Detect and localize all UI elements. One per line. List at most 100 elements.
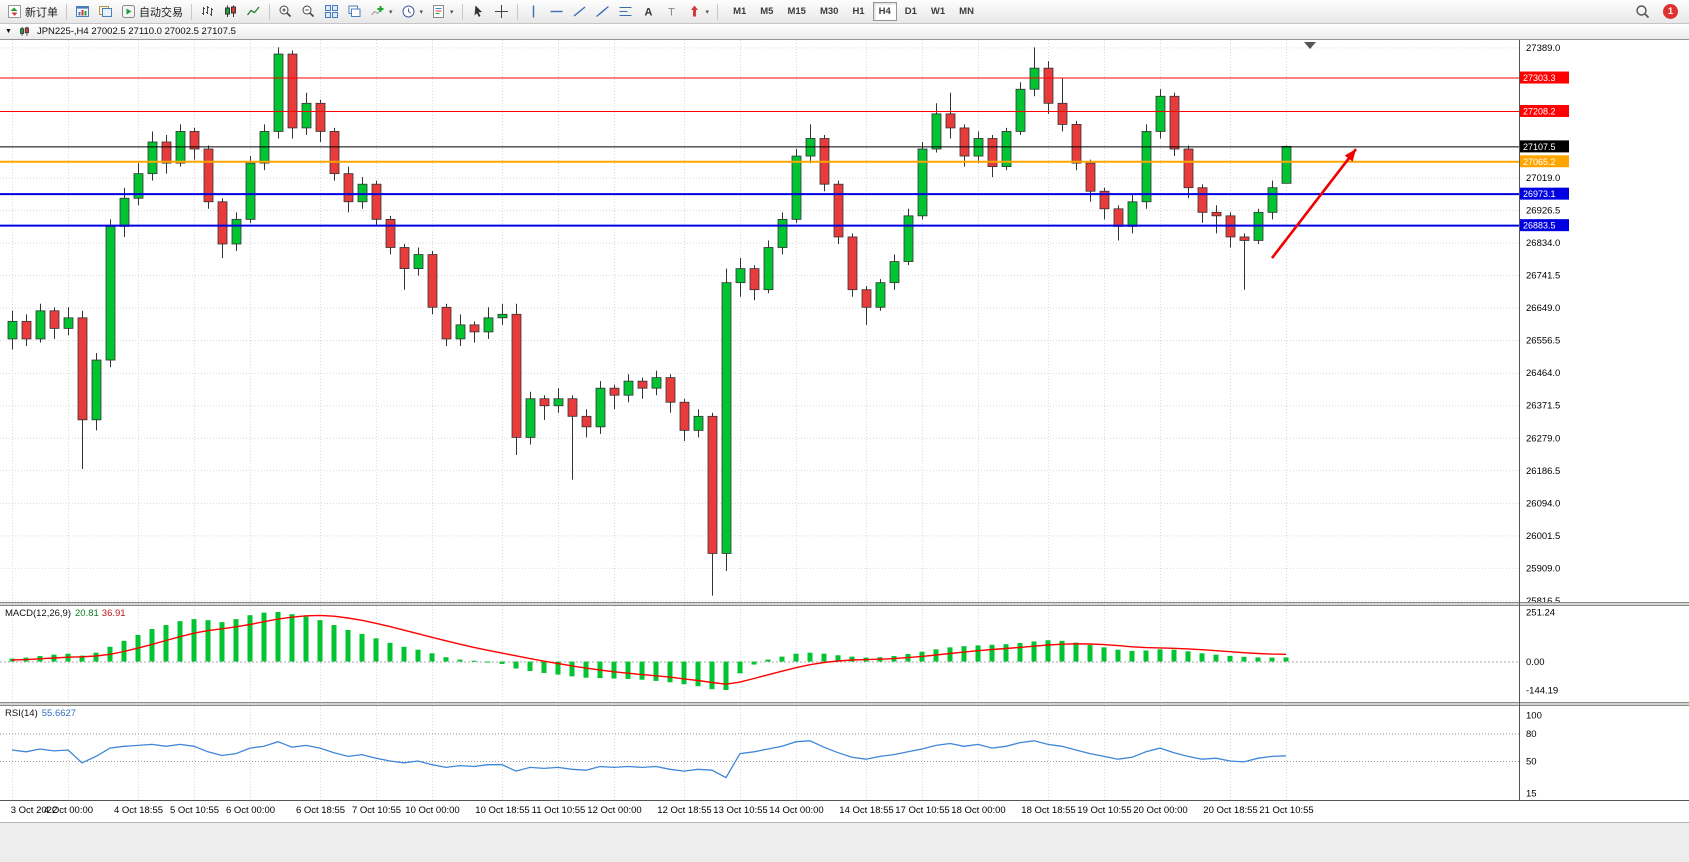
search-icon (1635, 4, 1651, 20)
vertical-line-button[interactable] (522, 1, 545, 22)
notification-badge[interactable]: 1 (1663, 4, 1678, 19)
svg-text:27208.2: 27208.2 (1523, 106, 1556, 116)
svg-text:26883.5: 26883.5 (1523, 221, 1556, 231)
svg-text:50: 50 (1526, 757, 1537, 768)
svg-text:25909.0: 25909.0 (1526, 563, 1560, 574)
timeframe-w1-button[interactable]: W1 (930, 6, 946, 17)
profiles-button[interactable] (94, 1, 117, 22)
main-toolbar: 新订单 自动交易 ▾ ▾ ▾ A T ▾ M1 M5 M15 M30 H1 H4 D1 W1 MN 1 (0, 0, 1689, 24)
templates-button[interactable]: ▾ (427, 1, 458, 22)
timeframe-m15-button[interactable]: M15 (787, 6, 806, 17)
svg-text:6 Oct 00:00: 6 Oct 00:00 (226, 805, 275, 816)
text-button[interactable]: A (637, 1, 660, 22)
chart-candles-button[interactable] (219, 1, 242, 22)
one-click-trading-caret[interactable]: ▼ (5, 28, 12, 35)
candles-icon (223, 4, 238, 19)
templates-dropdown-caret[interactable]: ▾ (450, 8, 454, 16)
chart-titlebar[interactable]: ▼ JPN225-,H4 27002.5 27110.0 27002.5 271… (0, 24, 1689, 40)
text-icon: A (641, 4, 656, 19)
tile-windows-button[interactable] (320, 1, 343, 22)
indicators-button[interactable]: ▾ (366, 1, 397, 22)
toolbar-right-group: 1 (1631, 1, 1686, 22)
grid-layer (0, 40, 1519, 800)
chart-title: JPN225-,H4 27002.5 27110.0 27002.5 27107… (36, 26, 236, 37)
toolbar-separator (191, 3, 192, 20)
svg-text:27107.5: 27107.5 (1523, 142, 1556, 152)
svg-text:14 Oct 18:55: 14 Oct 18:55 (839, 805, 893, 816)
svg-text:21 Oct 10:55: 21 Oct 10:55 (1259, 805, 1313, 816)
timeframe-m30-button[interactable]: M30 (819, 6, 839, 17)
autotrading-label: 自动交易 (139, 6, 183, 19)
new-order-icon (7, 4, 22, 19)
svg-text:4 Oct 18:55: 4 Oct 18:55 (114, 805, 163, 816)
charts-button[interactable] (71, 1, 94, 22)
svg-text:26741.5: 26741.5 (1526, 271, 1560, 282)
zoom-out-button[interactable] (297, 1, 320, 22)
crosshair-icon (494, 4, 509, 19)
svg-text:7 Oct 10:55: 7 Oct 10:55 (352, 805, 401, 816)
periods-dropdown-caret[interactable]: ▾ (419, 8, 424, 16)
chart-window: ▼ JPN225-,H4 27002.5 27110.0 27002.5 271… (0, 24, 1689, 862)
indicators-icon (370, 4, 385, 19)
crosshair-button[interactable] (490, 1, 513, 22)
fibonacci-retracement-button[interactable] (614, 1, 637, 22)
svg-text:-144.19: -144.19 (1526, 686, 1558, 697)
trend-icon (572, 4, 587, 19)
channel-icon (595, 4, 610, 19)
vline-icon (526, 4, 541, 19)
fibo-icon (618, 4, 633, 19)
chart-shift-marker-icon[interactable] (1304, 42, 1316, 49)
chart-line-button[interactable] (242, 1, 265, 22)
chart-bars-button[interactable] (196, 1, 219, 22)
equidistant-channel-button[interactable] (591, 1, 614, 22)
svg-text:0.00: 0.00 (1526, 657, 1545, 668)
zoom-in-button[interactable] (274, 1, 297, 22)
svg-text:26279.0: 26279.0 (1526, 433, 1560, 444)
arrange-icon (347, 4, 362, 19)
trendline-button[interactable] (568, 1, 591, 22)
macd-panel: 251.24 0.00 -144.19 (0, 608, 1558, 697)
text-label-button[interactable]: T (660, 1, 683, 22)
new-order-button[interactable]: 新订单 (3, 1, 62, 22)
svg-text:26556.5: 26556.5 (1526, 336, 1560, 347)
levels-layer[interactable]: 27303.3 27208.2 27065.2 26973.1 26883.5 27107… (0, 71, 1569, 232)
timeframe-h1-button[interactable]: H1 (852, 6, 865, 17)
svg-text:251.24: 251.24 (1526, 608, 1555, 619)
panel-splitter[interactable] (0, 602, 1689, 606)
toolbar-separator (66, 3, 67, 20)
svg-text:26094.0: 26094.0 (1526, 498, 1560, 509)
svg-text:26649.0: 26649.0 (1526, 303, 1560, 314)
panel-splitter[interactable] (0, 702, 1689, 706)
timeframe-m5-button[interactable]: M5 (760, 6, 774, 17)
svg-text:15: 15 (1526, 789, 1537, 800)
horizontal-line-button[interactable] (545, 1, 568, 22)
timeframe-mn-button[interactable]: MN (959, 6, 974, 17)
timeframe-d1-button[interactable]: D1 (904, 6, 917, 17)
tile-icon (324, 4, 339, 19)
svg-text:4 Oct 00:00: 4 Oct 00:00 (44, 805, 93, 816)
indicators-dropdown-caret[interactable]: ▾ (389, 8, 393, 16)
search-button[interactable] (1631, 1, 1655, 22)
bottom-strip (0, 822, 1689, 862)
svg-text:11 Oct 10:55: 11 Oct 10:55 (532, 805, 586, 816)
svg-text:27303.3: 27303.3 (1523, 73, 1556, 83)
arrows-button[interactable]: ▾ (683, 1, 714, 22)
clock-icon (401, 4, 416, 19)
svg-text:17 Oct 10:55: 17 Oct 10:55 (895, 805, 949, 816)
candles-layer (7, 47, 1292, 596)
auto-arrange-button[interactable] (343, 1, 366, 22)
svg-text:27019.0: 27019.0 (1526, 173, 1560, 184)
cursor-button[interactable] (467, 1, 490, 22)
annotation-arrow[interactable] (1270, 148, 1358, 259)
timeframe-m1-button[interactable]: M1 (733, 6, 747, 17)
svg-text:18 Oct 00:00: 18 Oct 00:00 (951, 805, 1005, 816)
svg-text:3 Oct 2022: 3 Oct 2022 (11, 805, 57, 816)
svg-text:13 Oct 10:55: 13 Oct 10:55 (713, 805, 767, 816)
timeframe-h4-button[interactable]: H4 (872, 2, 897, 21)
arrows-dropdown-caret[interactable]: ▾ (705, 8, 710, 16)
periods-button[interactable]: ▾ (397, 1, 428, 22)
autotrading-button[interactable]: 自动交易 (117, 1, 187, 22)
